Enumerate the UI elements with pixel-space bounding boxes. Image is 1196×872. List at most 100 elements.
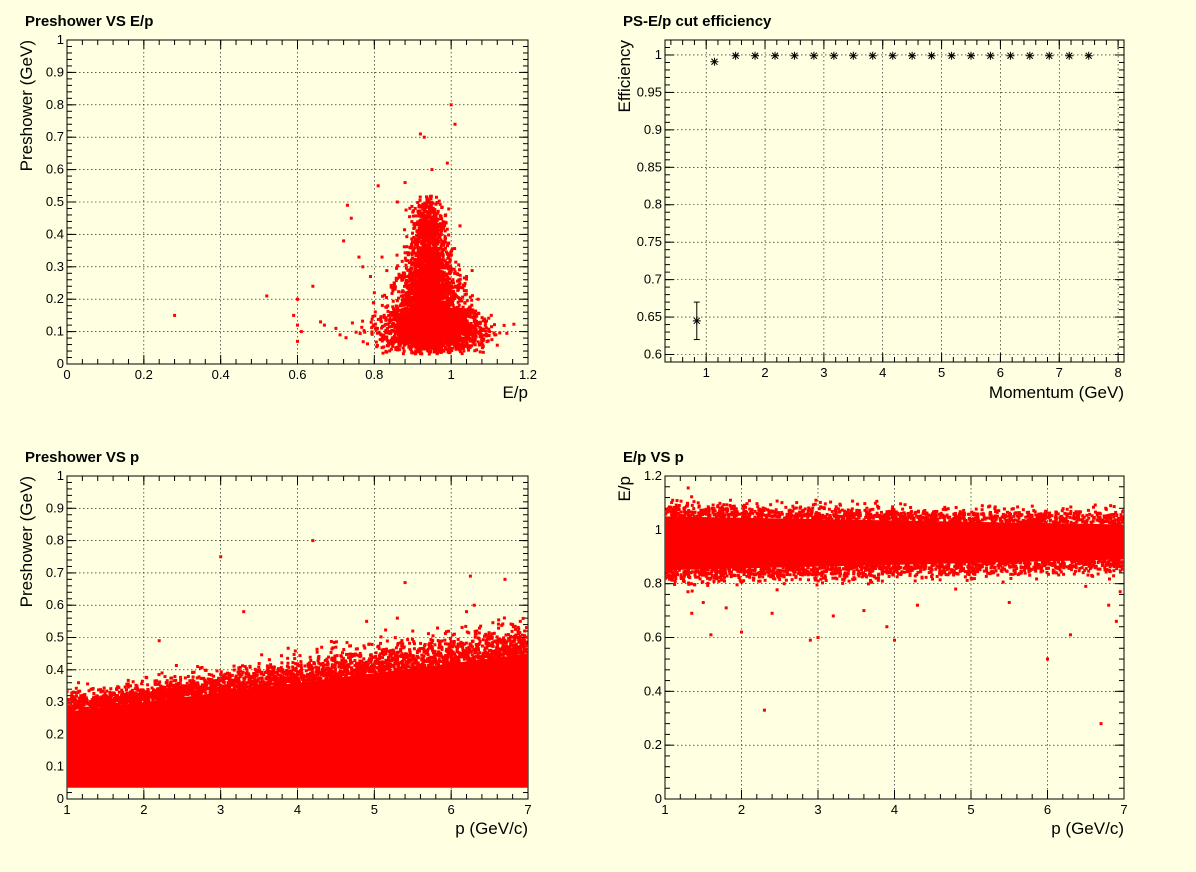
cluster-point xyxy=(459,286,463,290)
cluster-point xyxy=(430,341,434,345)
y-tick-label: 0.7 xyxy=(46,129,64,144)
cluster-point xyxy=(461,286,465,290)
cluster-point xyxy=(401,278,405,282)
cluster-point xyxy=(416,249,420,253)
cluster-point xyxy=(401,352,405,356)
cluster-point xyxy=(451,315,455,319)
cluster-point xyxy=(442,328,446,332)
cluster-point xyxy=(477,343,481,347)
cluster-point xyxy=(443,291,447,295)
cluster-point xyxy=(439,296,443,300)
cluster-point xyxy=(401,276,405,280)
cluster-point xyxy=(424,274,428,278)
cluster-point xyxy=(461,305,465,309)
cluster-point xyxy=(404,263,408,267)
cluster-point xyxy=(436,336,440,340)
y-tick-label: 1 xyxy=(57,32,64,47)
cluster-point xyxy=(457,307,461,311)
cluster-point xyxy=(421,267,425,271)
cluster-point xyxy=(426,266,430,270)
cluster-point xyxy=(455,305,459,309)
cluster-point xyxy=(468,314,472,318)
cluster-point xyxy=(438,335,442,339)
cluster-point xyxy=(379,318,383,322)
cluster-point xyxy=(446,275,450,279)
cluster-point xyxy=(434,298,438,302)
cluster-point xyxy=(430,339,434,343)
cluster-point xyxy=(444,273,448,277)
cluster-point xyxy=(468,310,472,314)
y-tick-label: 0.9 xyxy=(46,64,64,79)
cluster-point xyxy=(442,241,446,245)
cluster-point xyxy=(384,295,388,299)
cluster-point xyxy=(470,315,474,319)
cluster-point xyxy=(385,335,389,339)
cluster-point xyxy=(446,297,450,301)
cluster-point xyxy=(437,228,441,232)
cluster-point xyxy=(438,202,442,206)
cluster-point xyxy=(401,294,405,298)
x-tick-label: 1 xyxy=(448,367,455,382)
cluster-point xyxy=(441,343,445,347)
cluster-point xyxy=(451,296,455,300)
cluster-point xyxy=(392,338,396,342)
cluster-point xyxy=(361,340,365,344)
cluster-point xyxy=(400,290,404,294)
cluster-point xyxy=(416,347,420,351)
cluster-point xyxy=(396,330,400,334)
cluster-point xyxy=(434,317,438,321)
cluster-point xyxy=(399,274,403,278)
cluster-point xyxy=(449,267,453,271)
cluster-point xyxy=(456,273,460,277)
cluster-point xyxy=(444,236,448,240)
x-tick-label: 1.2 xyxy=(519,367,537,382)
cluster-point xyxy=(470,294,474,298)
cluster-point xyxy=(417,321,421,325)
cluster-point xyxy=(401,346,405,350)
cluster-point xyxy=(451,292,455,296)
cluster-point xyxy=(431,324,435,328)
cluster-point xyxy=(484,332,488,336)
cluster-point xyxy=(476,330,480,334)
cluster-point xyxy=(429,330,433,334)
cluster-point xyxy=(360,325,364,329)
cluster-point xyxy=(452,333,456,337)
cluster-point xyxy=(429,337,433,341)
cluster-point xyxy=(385,344,389,348)
cluster-point xyxy=(402,299,406,303)
cluster-point xyxy=(429,258,433,262)
cluster-point xyxy=(413,246,417,250)
cluster-point xyxy=(421,303,425,307)
cluster-point xyxy=(397,319,401,323)
cluster-point xyxy=(456,279,460,283)
cluster-point xyxy=(394,346,398,350)
cluster-point xyxy=(444,317,448,321)
cluster-point xyxy=(437,239,441,243)
cluster-point xyxy=(465,340,469,344)
cluster-point xyxy=(382,316,386,320)
cluster-point xyxy=(440,308,444,312)
cluster-point xyxy=(408,309,412,313)
cluster-point xyxy=(396,345,400,349)
cluster-point xyxy=(449,308,453,312)
cluster-point xyxy=(482,317,486,321)
cluster-point xyxy=(416,256,420,260)
cluster-point xyxy=(435,304,439,308)
cluster-point xyxy=(408,344,412,348)
cluster-point xyxy=(397,275,401,279)
cluster-point xyxy=(436,317,440,321)
cluster-point xyxy=(438,286,442,290)
cluster-point xyxy=(411,249,415,253)
cluster-point xyxy=(444,328,448,332)
y-tick-label: 0.3 xyxy=(46,259,64,274)
cluster-point xyxy=(425,279,429,283)
cluster-point xyxy=(468,295,472,299)
cluster-point xyxy=(417,260,421,264)
cluster-point xyxy=(408,206,412,210)
cluster-point xyxy=(416,316,420,320)
cluster-point xyxy=(457,263,461,267)
cluster-point xyxy=(406,335,410,339)
cluster-point xyxy=(424,319,428,323)
cluster-point xyxy=(410,204,414,208)
cluster-point xyxy=(444,250,448,254)
